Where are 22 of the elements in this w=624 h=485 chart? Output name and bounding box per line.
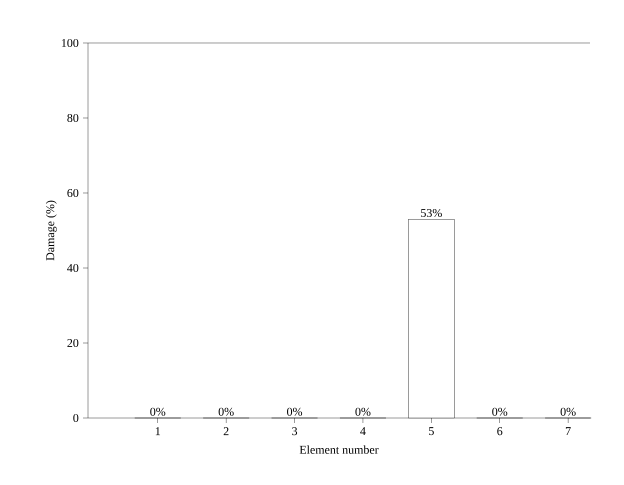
data-label: 0% [287, 408, 302, 416]
data-label: 0% [218, 408, 234, 416]
y-tick-label: 0 [73, 414, 78, 422]
y-tick-label: 20 [67, 338, 78, 348]
x-tick-label: 3 [292, 427, 298, 436]
x-tick-label: 4 [360, 427, 366, 436]
y-tick-label: 100 [62, 38, 78, 48]
x-tick-label: 2 [224, 427, 228, 436]
x-tick-label: 1 [156, 427, 160, 436]
y-tick-label: 60 [67, 188, 78, 198]
y-axis-title: Damage (%) [46, 200, 57, 261]
x-tick-label: 7 [566, 427, 571, 436]
x-tick-label: 6 [497, 427, 502, 436]
x-tick-label: 5 [429, 427, 434, 436]
x-axis-title: Element number [300, 445, 379, 454]
data-label: 0% [492, 408, 508, 416]
data-label: 53% [421, 208, 442, 218]
y-tick-label: 80 [67, 114, 78, 122]
data-label: 0% [150, 408, 166, 416]
data-label: 0% [355, 408, 370, 416]
data-label: 0% [560, 408, 576, 416]
y-tick-label: 40 [67, 264, 78, 272]
